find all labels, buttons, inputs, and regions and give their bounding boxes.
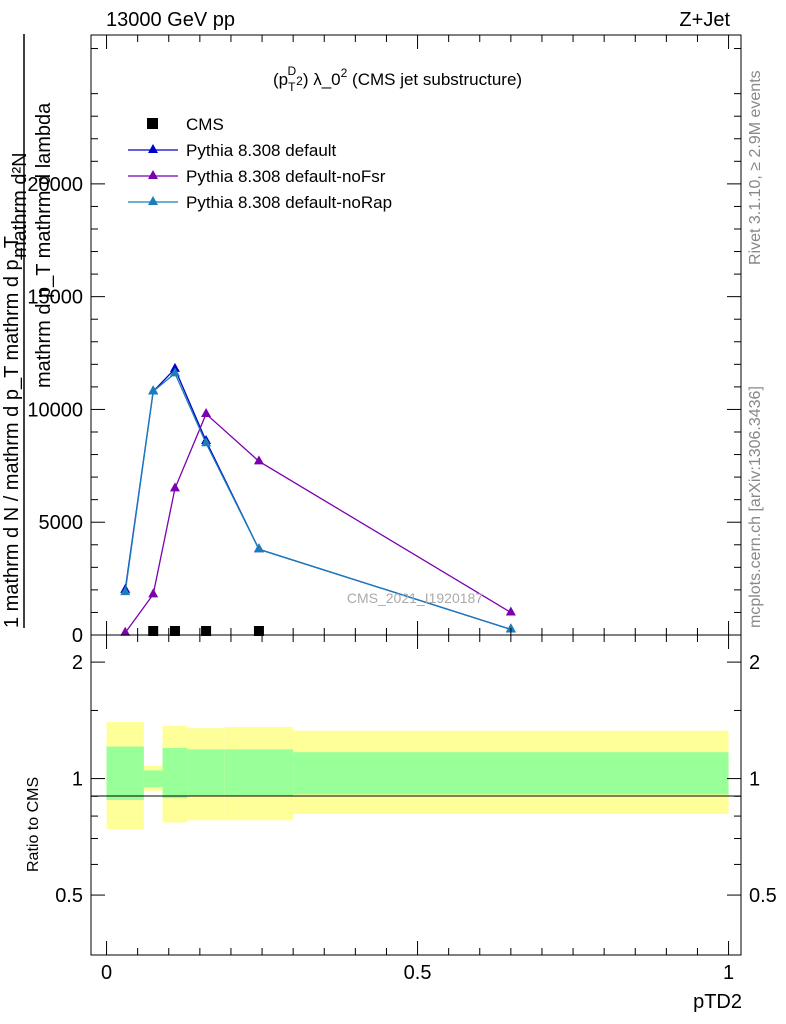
main-y-label: mathrm d²N mathrm d p_T mathrm d lambda …: [1, 34, 55, 628]
ratio-y-tick-label-right: 0.5: [749, 885, 777, 907]
main-y-tick-label: 10000: [27, 399, 83, 421]
main-y-tick-label: 5000: [39, 512, 84, 534]
ratio-y-tick-label: 1: [72, 769, 83, 791]
ratio-y-label: Ratio to CMS: [25, 777, 42, 872]
ratio-band-inner: [293, 752, 729, 795]
cms-data-point: [253, 626, 264, 636]
legend-marker-cms: [147, 118, 158, 129]
ratio-band-inner: [143, 770, 163, 788]
legend-marker-norap: [148, 196, 158, 205]
legend-label-default: Pythia 8.308 default: [186, 141, 337, 160]
series-point-noFsr: [120, 626, 131, 636]
series-point-noFsr: [148, 588, 159, 598]
ratio-y-tick-label-right: 1: [749, 769, 760, 791]
series-point-noFsr: [201, 407, 212, 417]
analysis-watermark: CMS_2021_I1920187: [347, 590, 483, 606]
legend-label-cms: CMS: [186, 115, 224, 134]
main-plot: 0 5000 10000 15000 20000: [27, 34, 742, 647]
header-energy: 13000 GeV pp: [106, 9, 235, 31]
plot-title: (pTD2) λ_02 (CMS jet substructure): [273, 64, 522, 94]
ratio-y-tick-label: 0.5: [55, 885, 83, 907]
series-point-noRap: [253, 543, 264, 553]
series-point-noFsr: [169, 482, 180, 492]
legend-label-norap: Pythia 8.308 default-noRap: [186, 193, 392, 212]
rivet-label: Rivet 3.1.10, ≥ 2.9M events: [747, 70, 764, 265]
x-axis-label: pTD2: [693, 991, 742, 1013]
ratio-band-inner: [224, 749, 294, 797]
series-point-noRap: [169, 367, 180, 377]
series-point-noFsr: [505, 606, 516, 616]
header-process: Z+Jet: [679, 9, 730, 31]
series-line-noRap: [124, 372, 512, 630]
ratio-y-tick-label: 2: [72, 652, 83, 674]
x-tick-label: 0.5: [404, 962, 432, 984]
ratio-plot: 0.5 0.5 1 1 2 2 0 0.5 1: [55, 634, 777, 984]
y-label-mid: mathrm d p_T mathrm d lambda: [33, 102, 55, 388]
legend-marker-default: [148, 144, 158, 153]
x-tick-label: 1: [723, 962, 734, 984]
ratio-y-tick-label-right: 2: [749, 652, 760, 674]
legend-label-nofsr: Pythia 8.308 default-noFsr: [186, 167, 386, 186]
ratio-band-inner: [106, 746, 144, 801]
ratio-band-inner: [162, 747, 188, 799]
mcplots-label: mcplots.cern.ch [arXiv:1306.3436]: [747, 386, 764, 628]
series-point-noRap: [201, 437, 212, 447]
main-y-tick-label: 20000: [27, 174, 83, 196]
series-point-noRap: [505, 623, 516, 633]
series-line-noFsr: [124, 412, 512, 634]
series-point-noRap: [120, 586, 131, 596]
ratio-band-inner: [187, 749, 225, 797]
cms-data-point: [148, 626, 159, 636]
cms-data-point: [169, 626, 180, 636]
y-label-lower: 1 mathrm d N / mathrm d p_T mathrm d p_T: [1, 236, 23, 628]
legend-marker-nofsr: [148, 170, 158, 179]
cms-data-point: [201, 626, 212, 636]
series-point-noFsr: [253, 455, 264, 465]
y-label-top: mathrm d²N: [9, 152, 31, 258]
main-y-tick-label: 15000: [27, 287, 83, 309]
main-y-tick-label: 0: [72, 625, 83, 647]
series-point-noRap: [148, 385, 159, 395]
series-point-default: [169, 362, 180, 372]
x-tick-label: 0: [101, 962, 112, 984]
legend: CMS Pythia 8.308 default Pythia 8.308 de…: [128, 115, 392, 212]
ratio-frame: [90, 634, 742, 956]
